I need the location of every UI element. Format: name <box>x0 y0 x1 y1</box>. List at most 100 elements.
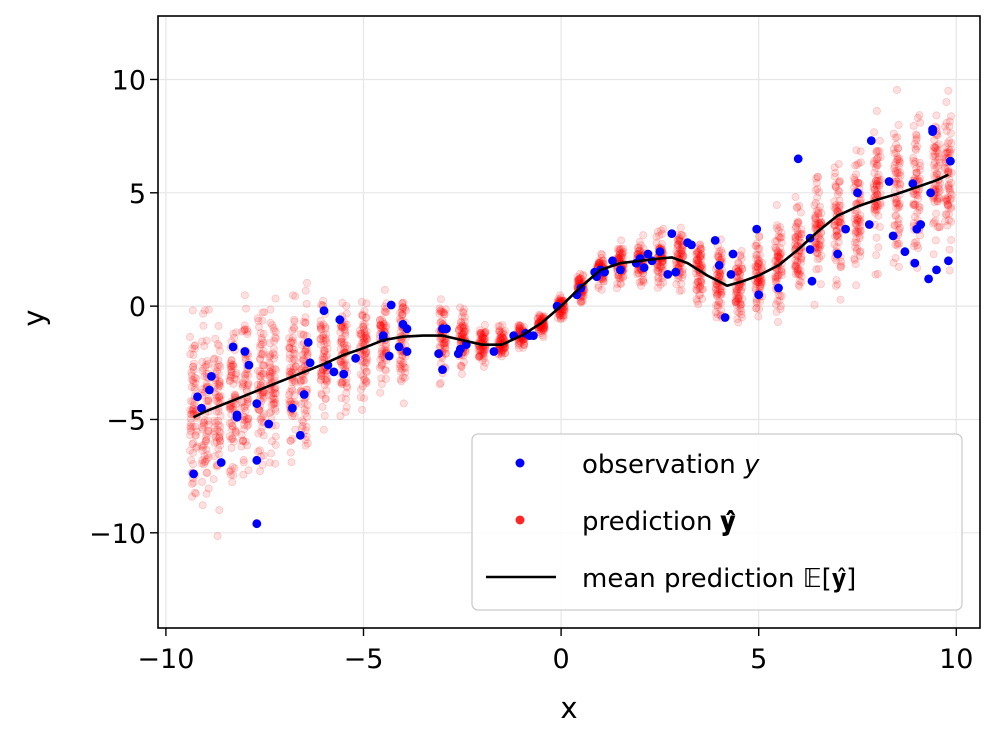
prediction-point <box>257 427 266 436</box>
prediction-point <box>317 389 326 398</box>
prediction-point <box>227 418 236 427</box>
prediction-point <box>186 456 195 465</box>
prediction-point <box>382 321 391 330</box>
prediction-point <box>269 344 278 353</box>
prediction-point <box>916 118 925 127</box>
prediction-point <box>360 325 369 334</box>
prediction-point <box>186 427 195 436</box>
prediction-point <box>361 332 370 341</box>
observation-point <box>228 342 238 352</box>
prediction-point <box>336 357 345 366</box>
prediction-point <box>192 374 201 383</box>
prediction-point <box>190 373 199 382</box>
prediction-point <box>204 426 213 435</box>
prediction-point <box>254 429 263 438</box>
prediction-point <box>188 407 197 416</box>
prediction-point <box>188 406 197 415</box>
prediction-point <box>271 440 280 449</box>
prediction-point <box>355 329 364 338</box>
prediction-point <box>301 318 310 327</box>
prediction-point <box>229 403 238 412</box>
prediction-point <box>192 443 201 452</box>
prediction-point <box>243 327 252 336</box>
prediction-point <box>815 188 824 197</box>
prediction-point <box>342 344 351 353</box>
prediction-point <box>657 262 666 271</box>
prediction-point <box>253 380 262 389</box>
prediction-point <box>894 201 903 210</box>
prediction-point <box>266 387 275 396</box>
prediction-point <box>265 371 274 380</box>
prediction-point <box>197 477 206 486</box>
prediction-point <box>232 368 241 377</box>
prediction-point <box>197 337 206 346</box>
prediction-point <box>266 372 275 381</box>
x-tick-label: 10 <box>939 644 973 675</box>
prediction-point <box>933 223 942 232</box>
prediction-point <box>214 321 223 330</box>
prediction-point <box>200 457 209 466</box>
prediction-point <box>203 450 212 459</box>
prediction-point <box>290 412 299 421</box>
prediction-point <box>289 338 298 347</box>
prediction-point <box>266 391 275 400</box>
prediction-point <box>271 395 280 404</box>
prediction-point <box>229 437 238 446</box>
prediction-point <box>259 346 268 355</box>
prediction-point <box>257 350 266 359</box>
prediction-point <box>225 403 234 412</box>
observation-point <box>928 124 937 134</box>
prediction-point <box>259 392 268 401</box>
prediction-point <box>266 369 275 378</box>
prediction-point <box>271 334 280 343</box>
prediction-point <box>187 479 196 488</box>
prediction-point <box>299 376 308 385</box>
prediction-point <box>214 361 223 370</box>
prediction-point <box>336 378 345 387</box>
observation-point <box>932 265 941 275</box>
prediction-point <box>285 334 294 343</box>
prediction-point <box>893 85 902 94</box>
observation-point <box>663 270 673 279</box>
prediction-point <box>399 399 408 408</box>
prediction-point <box>204 453 213 462</box>
prediction-point <box>257 413 266 422</box>
prediction-point <box>336 357 345 366</box>
prediction-point <box>186 419 195 428</box>
observation-point <box>351 353 360 363</box>
prediction-point <box>226 365 235 374</box>
prediction-point <box>381 374 390 383</box>
prediction-point <box>202 396 211 405</box>
prediction-point <box>757 278 766 287</box>
prediction-point <box>269 394 278 403</box>
observation-point <box>295 430 305 440</box>
prediction-point <box>931 216 940 225</box>
prediction-point <box>871 270 880 279</box>
prediction-point <box>362 299 371 308</box>
prediction-point <box>227 368 236 377</box>
prediction-point <box>212 437 221 446</box>
prediction-point <box>297 416 306 425</box>
prediction-point <box>695 284 704 293</box>
prediction-point <box>317 375 326 384</box>
prediction-point <box>303 348 312 357</box>
prediction-point <box>342 382 351 391</box>
prediction-point <box>216 382 225 391</box>
prediction-point <box>298 350 307 359</box>
prediction-point <box>358 350 367 359</box>
prediction-point <box>338 378 347 387</box>
prediction-point <box>229 471 238 480</box>
prediction-point <box>226 363 235 372</box>
prediction-point <box>189 366 198 375</box>
prediction-point <box>271 404 280 413</box>
observation-point <box>714 260 724 270</box>
prediction-point <box>359 334 368 343</box>
prediction-point <box>200 452 209 461</box>
observation-point <box>616 265 625 275</box>
prediction-point <box>323 344 332 353</box>
prediction-point <box>872 251 881 260</box>
prediction-point <box>226 404 235 413</box>
prediction-point <box>318 331 327 340</box>
prediction-point <box>872 233 881 242</box>
